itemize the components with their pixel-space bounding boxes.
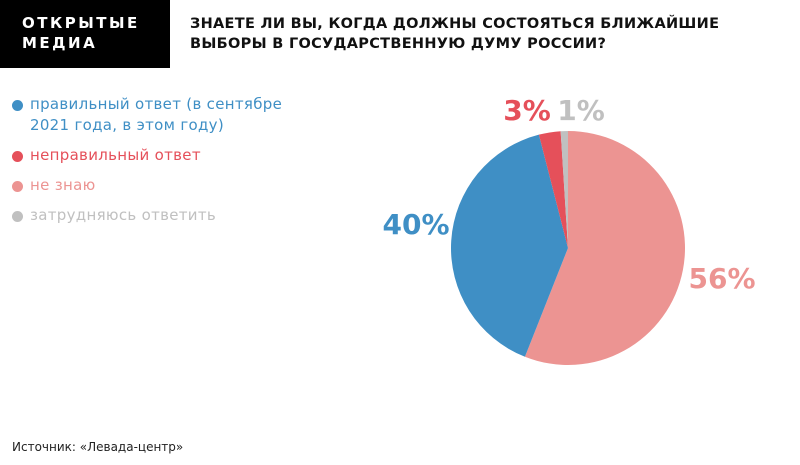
legend-item: неправильный ответ	[12, 145, 312, 166]
legend-label: неправильный ответ	[30, 146, 201, 164]
data-label: 3%	[503, 94, 551, 127]
legend-label: затрудняюсь ответить	[30, 206, 217, 224]
legend-dot	[12, 100, 23, 111]
pie-slice	[524, 131, 686, 366]
chart-title: ЗНАЕТЕ ЛИ ВЫ, КОГДА ДОЛЖНЫ СОСТОЯТЬСЯ БЛ…	[190, 16, 720, 52]
legend-item: правильный ответ (в сентябре 2021 года, …	[12, 94, 312, 136]
legend-label: не знаю	[30, 176, 96, 194]
logo-line: МЕДИА	[22, 34, 98, 52]
legend: правильный ответ (в сентябре 2021 года, …	[12, 94, 312, 235]
legend-dot	[12, 151, 23, 162]
logo-line: ОТКРЫТЫЕ	[22, 14, 140, 32]
logo: ОТКРЫТЫЕ МЕДИА	[0, 0, 170, 68]
source: Источник: «Левада-центр»	[12, 440, 184, 454]
pie-slice	[560, 131, 568, 248]
data-label: 56%	[688, 262, 755, 295]
legend-item: затрудняюсь ответить	[12, 205, 312, 226]
pie-slice	[451, 134, 568, 357]
pie-slice	[538, 131, 568, 248]
legend-dot	[12, 181, 23, 192]
data-label: 40%	[382, 208, 449, 241]
legend-dot	[12, 211, 23, 222]
data-label: 1%	[557, 94, 605, 127]
legend-item: не знаю	[12, 175, 312, 196]
legend-label: правильный ответ (в сентябре 2021 года, …	[30, 95, 283, 134]
